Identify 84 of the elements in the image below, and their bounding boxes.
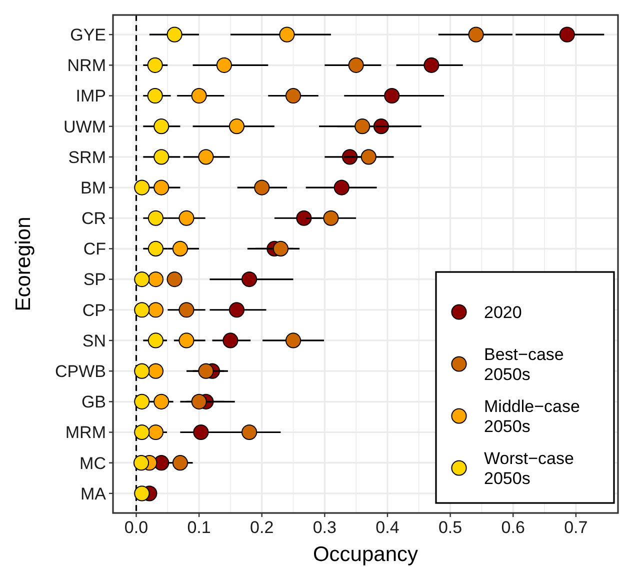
x-axis-title: Occupancy: [312, 543, 419, 566]
point: [148, 210, 164, 226]
point: [242, 424, 258, 440]
point: [147, 88, 163, 104]
point: [178, 302, 194, 318]
x-tick-label: 0.2: [250, 518, 274, 537]
point: [348, 57, 364, 73]
point: [166, 26, 182, 42]
point: [147, 57, 163, 73]
legend-label: Worst−case 2050s: [484, 448, 574, 488]
point: [134, 363, 150, 379]
y-tick-label: SP: [83, 270, 106, 290]
point: [178, 332, 194, 348]
point: [148, 240, 164, 256]
point: [172, 455, 188, 471]
y-tick-label: CF: [83, 240, 106, 259]
point: [559, 26, 575, 42]
point: [134, 302, 150, 318]
y-tick-label: MRM: [65, 423, 106, 442]
point: [198, 149, 214, 165]
x-tick-label: 0.7: [564, 518, 588, 537]
y-tick-label: SRM: [68, 148, 106, 167]
point: [172, 240, 188, 256]
point: [154, 149, 170, 165]
point: [468, 26, 484, 42]
legend-label: 2020: [484, 302, 522, 322]
point: [154, 394, 170, 410]
x-tick-label: 0.5: [438, 518, 462, 537]
point: [154, 180, 170, 196]
point: [296, 210, 312, 226]
point: [354, 118, 370, 134]
point: [148, 272, 164, 288]
point: [193, 424, 209, 440]
x-tick-label: 0.0: [124, 518, 148, 537]
point: [254, 180, 270, 196]
y-axis-title: Ecoregion: [12, 216, 35, 312]
point: [228, 302, 245, 318]
point: [272, 240, 289, 256]
point: [198, 363, 214, 379]
point: [323, 210, 339, 226]
point: [334, 180, 350, 196]
point: [216, 57, 232, 73]
point: [134, 272, 150, 288]
point: [134, 486, 150, 502]
y-tick-label: GB: [81, 392, 106, 412]
y-tick-label: NRM: [67, 56, 106, 76]
point: [154, 118, 170, 134]
y-tick-label: BM: [80, 178, 106, 198]
point: [285, 88, 302, 104]
point: [148, 424, 164, 440]
point: [148, 363, 164, 379]
x-tick-label: 0.1: [187, 518, 211, 537]
point: [191, 88, 207, 104]
legend-label: Middle−case 2050s: [484, 396, 580, 436]
point: [178, 210, 194, 226]
point: [134, 180, 150, 196]
y-tick-label: MC: [80, 454, 106, 473]
y-tick-label: UWM: [64, 117, 106, 136]
legend-label: Best−case 2050s: [484, 344, 564, 384]
y-tick-label: CR: [81, 209, 106, 228]
point: [360, 149, 376, 165]
y-tick-label: CPWB: [55, 362, 106, 382]
point: [424, 57, 440, 73]
point: [133, 455, 150, 471]
point: [285, 332, 302, 348]
point: [191, 394, 207, 410]
y-tick-label: IMP: [76, 86, 106, 106]
point: [166, 272, 182, 288]
point: [222, 332, 238, 348]
y-tick-label: MA: [80, 484, 107, 504]
x-tick-label: 0.3: [312, 518, 336, 537]
y-tick-label: CP: [82, 300, 106, 320]
point: [148, 302, 164, 318]
point: [228, 118, 245, 134]
point: [134, 424, 150, 440]
point: [148, 332, 164, 348]
point: [242, 272, 258, 288]
point: [279, 26, 295, 42]
x-tick-label: 0.6: [501, 518, 525, 537]
point: [384, 88, 400, 104]
y-tick-label: GYE: [70, 26, 106, 45]
y-tick-label: SN: [82, 331, 106, 350]
point: [134, 394, 150, 410]
x-tick-label: 0.4: [376, 518, 400, 537]
